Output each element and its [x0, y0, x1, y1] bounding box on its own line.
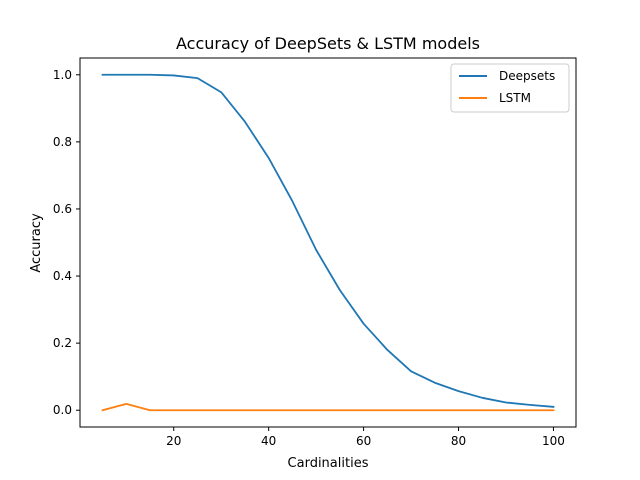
data-point-deepsets	[149, 74, 151, 76]
y-tick-label: 0.8	[53, 135, 72, 149]
data-point-lstm	[529, 409, 531, 411]
y-tick-label: 0.0	[53, 403, 72, 417]
data-point-deepsets	[173, 75, 175, 77]
data-point-lstm	[339, 409, 341, 411]
data-point-lstm	[102, 409, 104, 411]
y-tick-label: 0.6	[53, 202, 72, 216]
plot-frame	[79, 57, 577, 428]
data-point-deepsets	[197, 77, 199, 79]
data-point-lstm	[292, 409, 294, 411]
x-tick-label: 80	[451, 434, 466, 448]
data-point-lstm	[481, 409, 483, 411]
y-tick-label: 0.2	[53, 336, 72, 350]
data-point-deepsets	[339, 289, 341, 291]
data-point-deepsets	[458, 390, 460, 392]
x-tick-label: 60	[356, 434, 371, 448]
data-point-lstm	[434, 409, 436, 411]
chart-title: Accuracy of DeepSets & LSTM models	[176, 34, 480, 53]
legend: Deepsets LSTM	[450, 63, 570, 113]
x-axis-label: Cardinalities	[288, 456, 369, 471]
data-point-deepsets	[434, 382, 436, 384]
data-point-lstm	[125, 403, 127, 405]
data-point-lstm	[363, 409, 365, 411]
data-point-deepsets	[553, 406, 555, 408]
data-point-deepsets	[102, 74, 104, 76]
y-tick-label: 1.0	[53, 68, 72, 82]
x-tick-label: 20	[166, 434, 181, 448]
data-point-lstm	[386, 409, 388, 411]
data-point-lstm	[149, 409, 151, 411]
series-line-deepsets	[101, 73, 555, 408]
data-point-deepsets	[410, 370, 412, 372]
data-point-lstm	[173, 409, 175, 411]
series-layer	[101, 73, 555, 412]
data-point-deepsets	[125, 74, 127, 76]
legend-label-lstm: LSTM	[499, 91, 531, 105]
data-point-deepsets	[529, 404, 531, 406]
tick-layer: 20 40 60 80 100 0.0 0.2 0.4 0.6 0.8 1.0	[53, 68, 565, 448]
series-line-lstm	[101, 402, 555, 412]
data-point-lstm	[197, 409, 199, 411]
data-point-lstm	[553, 409, 555, 411]
data-point-deepsets	[268, 157, 270, 159]
data-point-lstm	[315, 409, 317, 411]
x-tick-label: 100	[542, 434, 565, 448]
data-point-lstm	[268, 409, 270, 411]
data-point-deepsets	[315, 249, 317, 251]
data-point-lstm	[458, 409, 460, 411]
data-point-deepsets	[292, 200, 294, 202]
x-tick-label: 40	[261, 434, 276, 448]
data-point-lstm	[410, 409, 412, 411]
data-point-deepsets	[481, 397, 483, 399]
y-axis-label: Accuracy	[29, 213, 44, 273]
y-tick-label: 0.4	[53, 269, 72, 283]
data-point-lstm	[244, 409, 246, 411]
data-point-lstm	[220, 409, 222, 411]
data-point-deepsets	[505, 402, 507, 404]
data-point-deepsets	[244, 121, 246, 123]
data-point-deepsets	[386, 349, 388, 351]
data-point-deepsets	[220, 91, 222, 93]
legend-label-deepsets: Deepsets	[499, 69, 555, 83]
data-point-lstm	[505, 409, 507, 411]
data-point-deepsets	[363, 323, 365, 325]
